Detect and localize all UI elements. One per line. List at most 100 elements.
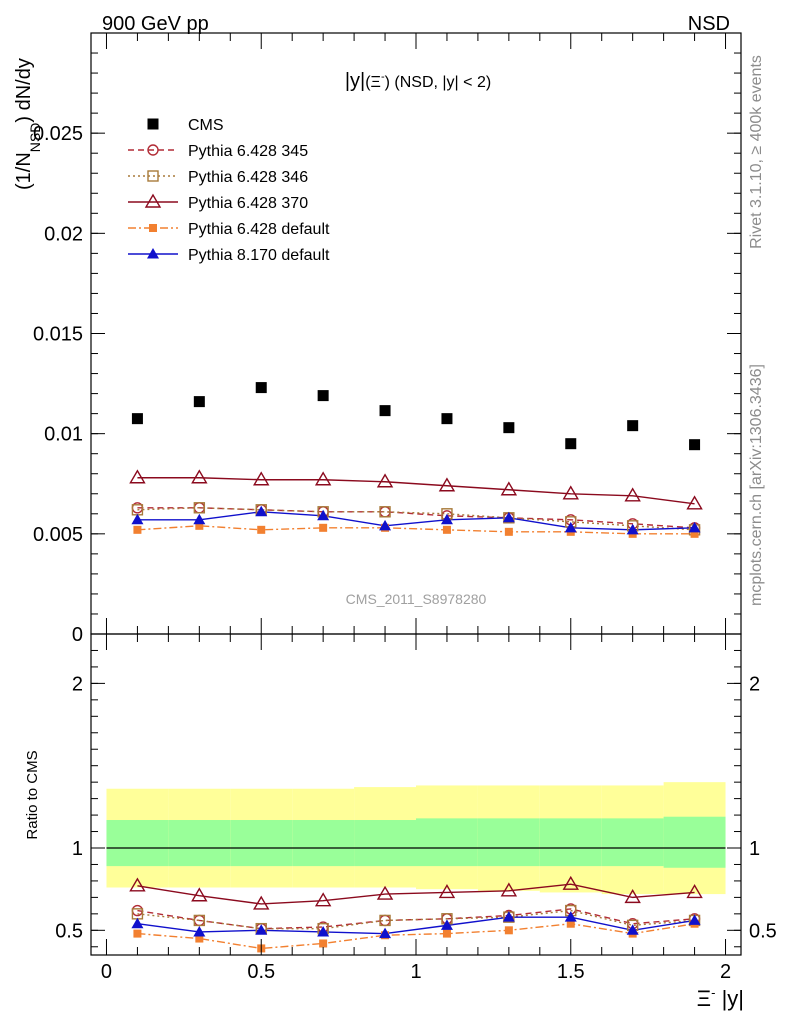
xlabel-sup: - bbox=[711, 985, 715, 1000]
main-point-pythia-6-428-370 bbox=[376, 473, 394, 488]
energy-label: 900 GeV pp bbox=[102, 13, 209, 35]
main-point-pythia-8-170-default bbox=[255, 505, 268, 517]
svg-text:|y|(Ξ-) (NSD, |y| < 2): |y|(Ξ-) (NSD, |y| < 2) bbox=[345, 70, 491, 92]
main-point-pythia-6-428-370 bbox=[624, 487, 641, 502]
main-point-cms bbox=[379, 405, 391, 417]
ratio-point-pythia-6-428-370 bbox=[686, 884, 703, 899]
main-point-cms bbox=[689, 439, 701, 451]
main-point-pythia-8-170-default bbox=[379, 519, 392, 531]
main-point-pythia-8-170-default bbox=[193, 513, 206, 525]
title-part-c: ) bbox=[385, 74, 390, 91]
main-point-pythia-6-428-346 bbox=[379, 506, 391, 518]
ratio-band-inner bbox=[416, 818, 478, 867]
main-point-pythia-6-428-370 bbox=[314, 471, 332, 486]
main-line-pythia-6-428-345 bbox=[137, 507, 695, 529]
main-point-pythia-8-170-default bbox=[317, 509, 330, 521]
legend-label-cms: CMS bbox=[188, 117, 224, 134]
main-point-cms bbox=[131, 413, 143, 425]
main-point-pythia-6-428-370 bbox=[686, 495, 703, 510]
ratio-point-pythia-8-170-default bbox=[564, 911, 577, 922]
ratio-xtick-label: 1 bbox=[410, 961, 421, 983]
main-point-pythia-6-428-default bbox=[442, 525, 451, 534]
ratio-point-pythia-8-170-default bbox=[255, 924, 268, 935]
ratio-point-pythia-6-428-default bbox=[319, 939, 328, 948]
legend-label-pythia-8-170-default: Pythia 8.170 default bbox=[188, 247, 330, 264]
ratio-band-inner bbox=[663, 816, 726, 868]
ratio-line-pythia-6-428-default bbox=[137, 923, 695, 950]
ratio-band-inner bbox=[106, 820, 169, 867]
ratio-point-pythia-6-428-default bbox=[195, 934, 204, 943]
main-point-cms bbox=[627, 420, 639, 432]
ratio-point-pythia-6-428-default bbox=[566, 919, 575, 928]
main-ylabel: (1/NNSD) dN/dy bbox=[13, 58, 43, 190]
title-part-sup: - bbox=[381, 71, 385, 83]
ratio-ytick-label: 1 bbox=[72, 838, 83, 860]
ratio-ytick-label-right: 2 bbox=[749, 673, 760, 695]
legend-marker-pythia-6-428-345 bbox=[147, 144, 159, 156]
main-point-pythia-6-428-default bbox=[257, 525, 266, 534]
ratio-point-pythia-6-428-346 bbox=[379, 914, 391, 927]
ratio-ytick-label-right: 0.5 bbox=[749, 920, 777, 942]
ratio-xtick-label: 0.5 bbox=[247, 961, 275, 983]
main-point-cms bbox=[441, 413, 453, 425]
ratio-band-inner bbox=[539, 818, 602, 867]
ratio-ytick-label: 2 bbox=[72, 673, 83, 695]
legend-marker-pythia-6-428-346 bbox=[147, 170, 159, 182]
ratio-xtick-label: 0 bbox=[101, 961, 112, 983]
main-point-cms bbox=[317, 390, 329, 402]
ratio-point-pythia-8-170-default bbox=[193, 925, 206, 937]
ratio-ylabel: Ratio to CMS bbox=[24, 750, 41, 839]
ratio-point-pythia-6-428-370 bbox=[376, 885, 394, 900]
ratio-point-pythia-6-428-346 bbox=[193, 914, 206, 927]
ratio-point-pythia-8-170-default bbox=[626, 924, 639, 935]
ratio-point-pythia-6-428-370 bbox=[438, 884, 456, 899]
ratio-point-pythia-8-170-default bbox=[131, 917, 144, 929]
main-point-pythia-8-170-default bbox=[688, 521, 701, 533]
title-part-a: |y| bbox=[345, 70, 365, 92]
main-point-pythia-6-428-370 bbox=[562, 485, 579, 500]
legend-marker-cms bbox=[147, 118, 159, 130]
analysis-id: CMS_2011_S8978280 bbox=[346, 591, 487, 607]
ratio-line-pythia-8-170-default bbox=[137, 916, 695, 935]
main-point-pythia-6-428-370 bbox=[129, 469, 146, 484]
main-point-pythia-6-428-default bbox=[690, 529, 699, 538]
main-ytick-label: 0.01 bbox=[44, 424, 83, 446]
title-part-d: (NSD, |y| < 2) bbox=[390, 74, 491, 91]
main-point-cms bbox=[503, 422, 515, 434]
main-point-pythia-8-170-default bbox=[131, 513, 144, 525]
main-line-pythia-8-170-default bbox=[137, 511, 695, 531]
ratio-band-inner bbox=[230, 820, 293, 867]
ratio-point-pythia-6-428-370 bbox=[500, 882, 518, 897]
ratio-point-pythia-6-428-370 bbox=[191, 887, 208, 902]
legend-marker-pythia-6-428-default bbox=[149, 224, 157, 232]
ratio-xtick-label: 1.5 bbox=[557, 961, 585, 983]
svg-text:(1/NNSD) dN/dy: (1/NNSD) dN/dy bbox=[13, 58, 43, 190]
main-ytick-label: 0.02 bbox=[44, 223, 83, 245]
rivet-label: Rivet 3.1.10, ≥ 400k events bbox=[748, 55, 765, 249]
legend-label-pythia-6-428-345: Pythia 6.428 345 bbox=[188, 143, 308, 160]
main-point-pythia-6-428-370 bbox=[500, 481, 518, 496]
ratio-point-pythia-6-428-370 bbox=[129, 877, 146, 892]
ratio-band-inner bbox=[168, 820, 231, 867]
mcplots-label: mcplots.cern.ch [arXiv:1306.3436] bbox=[748, 364, 765, 606]
ratio-xtick-label: 2 bbox=[720, 961, 731, 983]
main-line-pythia-6-428-default bbox=[137, 525, 695, 535]
ratio-point-pythia-8-170-default bbox=[317, 925, 330, 937]
ratio-point-pythia-6-428-370 bbox=[562, 875, 579, 890]
main-title: |y|(Ξ-) (NSD, |y| < 2) bbox=[345, 70, 491, 92]
main-point-cms bbox=[193, 396, 205, 408]
ratio-point-pythia-6-428-370 bbox=[253, 895, 270, 910]
main-point-pythia-8-170-default bbox=[440, 513, 453, 525]
x-axis-label: Ξ- |y| bbox=[697, 985, 744, 1011]
main-point-pythia-6-428-default bbox=[319, 523, 328, 532]
ratio-point-pythia-8-170-default bbox=[688, 914, 701, 925]
main-ylabel-tail: ) dN/dy bbox=[13, 58, 35, 122]
xlabel-tail: |y| bbox=[715, 986, 744, 1011]
process-label: NSD bbox=[688, 13, 730, 35]
main-ytick-label: 0.025 bbox=[33, 123, 83, 145]
main-ytick-label: 0 bbox=[72, 624, 83, 646]
ratio-point-pythia-6-428-default bbox=[442, 929, 451, 938]
ratio-point-pythia-6-428-370 bbox=[624, 888, 641, 904]
main-ylabel-head: (1/N bbox=[13, 152, 35, 190]
ratio-band-inner bbox=[601, 818, 664, 867]
